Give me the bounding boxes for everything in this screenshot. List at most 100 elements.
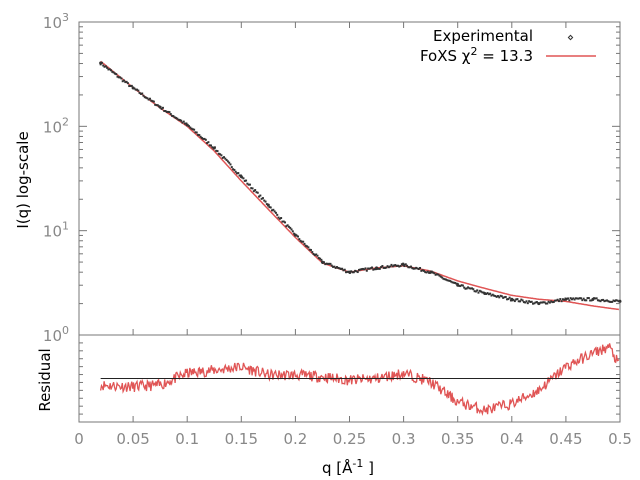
experimental-point bbox=[428, 271, 431, 274]
experimental-point bbox=[474, 290, 477, 293]
experimental-point bbox=[222, 156, 225, 159]
experimental-point bbox=[181, 121, 184, 124]
experimental-point bbox=[463, 286, 466, 289]
experimental-point bbox=[281, 220, 284, 223]
experimental-point bbox=[378, 267, 381, 270]
experimental-point bbox=[171, 114, 174, 117]
experimental-point bbox=[424, 271, 427, 274]
experimental-point bbox=[187, 125, 190, 128]
experimental-point bbox=[464, 287, 467, 290]
experimental-point bbox=[442, 277, 445, 280]
experimental-point bbox=[602, 298, 605, 301]
experimental-point bbox=[411, 267, 414, 270]
experimental-point bbox=[383, 266, 386, 269]
experimental-point bbox=[342, 269, 345, 272]
experimental-point bbox=[307, 246, 310, 249]
experimental-point bbox=[504, 295, 507, 298]
experimental-point bbox=[561, 298, 564, 301]
experimental-point bbox=[325, 262, 328, 265]
experimental-point bbox=[261, 197, 264, 200]
experimental-point bbox=[567, 297, 570, 300]
experimental-point bbox=[265, 203, 268, 206]
experimental-point bbox=[439, 275, 442, 278]
experimental-point bbox=[197, 133, 200, 136]
experimental-point bbox=[589, 299, 592, 302]
experimental-point bbox=[580, 297, 583, 300]
experimental-point bbox=[280, 217, 283, 220]
main-plot-frame bbox=[78, 21, 621, 336]
experimental-point bbox=[289, 226, 292, 229]
experimental-point bbox=[429, 270, 433, 274]
experimental-point bbox=[481, 291, 484, 294]
experimental-point bbox=[316, 254, 319, 257]
experimental-point bbox=[476, 289, 479, 292]
experimental-point bbox=[533, 302, 536, 305]
experimental-point bbox=[517, 300, 520, 303]
experimental-point bbox=[163, 110, 166, 113]
experimental-point bbox=[215, 149, 218, 152]
experimental-point bbox=[535, 301, 538, 304]
experimental-point bbox=[382, 266, 385, 269]
experimental-point bbox=[185, 122, 188, 125]
experimental-point bbox=[498, 296, 501, 299]
experimental-point bbox=[456, 283, 460, 287]
experimental-point bbox=[489, 292, 492, 295]
experimental-point bbox=[451, 281, 454, 284]
experimental-point bbox=[143, 96, 146, 99]
legend-label-foxs: FoXS χ2 = 13.3 bbox=[420, 45, 533, 65]
experimental-point bbox=[452, 281, 455, 284]
experimental-point bbox=[554, 299, 557, 302]
experimental-point bbox=[239, 175, 243, 179]
experimental-point bbox=[146, 97, 149, 100]
experimental-point bbox=[329, 262, 332, 265]
experimental-point bbox=[259, 194, 262, 197]
experimental-point bbox=[361, 267, 364, 270]
experimental-point bbox=[599, 300, 602, 303]
foxs-fit-line bbox=[100, 60, 620, 311]
experimental-point bbox=[258, 195, 261, 198]
experimental-point bbox=[224, 157, 227, 160]
experimental-point bbox=[412, 267, 415, 270]
experimental-point bbox=[409, 265, 412, 268]
experimental-point bbox=[203, 137, 206, 140]
experimental-point bbox=[242, 177, 245, 180]
x-tick-label: 0 bbox=[74, 430, 84, 448]
experimental-point bbox=[413, 267, 416, 270]
experimental-point bbox=[356, 271, 359, 274]
experimental-point bbox=[206, 141, 209, 144]
y-axis-label-intensity: I(q) log-scale bbox=[14, 131, 32, 228]
experimental-point bbox=[395, 264, 398, 267]
experimental-point bbox=[147, 98, 150, 101]
experimental-point bbox=[539, 301, 542, 304]
experimental-point bbox=[332, 265, 335, 268]
experimental-point bbox=[193, 128, 196, 131]
experimental-point bbox=[544, 302, 547, 305]
experimental-point bbox=[326, 262, 329, 265]
experimental-point bbox=[367, 267, 370, 270]
experimental-point bbox=[348, 270, 351, 274]
experimental-point bbox=[334, 266, 337, 269]
experimental-point bbox=[235, 172, 238, 175]
experimental-point bbox=[585, 299, 588, 302]
experimental-point bbox=[468, 287, 471, 290]
experimental-point bbox=[612, 299, 615, 302]
experimental-point bbox=[380, 266, 383, 269]
experimental-point bbox=[269, 206, 272, 209]
experimental-point bbox=[377, 267, 380, 270]
experimental-point bbox=[308, 248, 311, 251]
experimental-point bbox=[208, 144, 211, 147]
y-axis-label-residual: Residual bbox=[36, 348, 54, 411]
experimental-point bbox=[555, 299, 558, 302]
experimental-point bbox=[212, 146, 216, 150]
experimental-point bbox=[534, 301, 537, 304]
experimental-point bbox=[417, 268, 420, 271]
experimental-point bbox=[150, 99, 153, 102]
experimental-point bbox=[190, 127, 193, 130]
experimental-point bbox=[176, 117, 179, 120]
experimental-point bbox=[355, 270, 358, 273]
x-tick-label: 0.1 bbox=[175, 430, 199, 448]
experimental-point bbox=[564, 297, 568, 301]
experimental-point bbox=[256, 191, 259, 194]
experimental-point bbox=[277, 216, 280, 219]
